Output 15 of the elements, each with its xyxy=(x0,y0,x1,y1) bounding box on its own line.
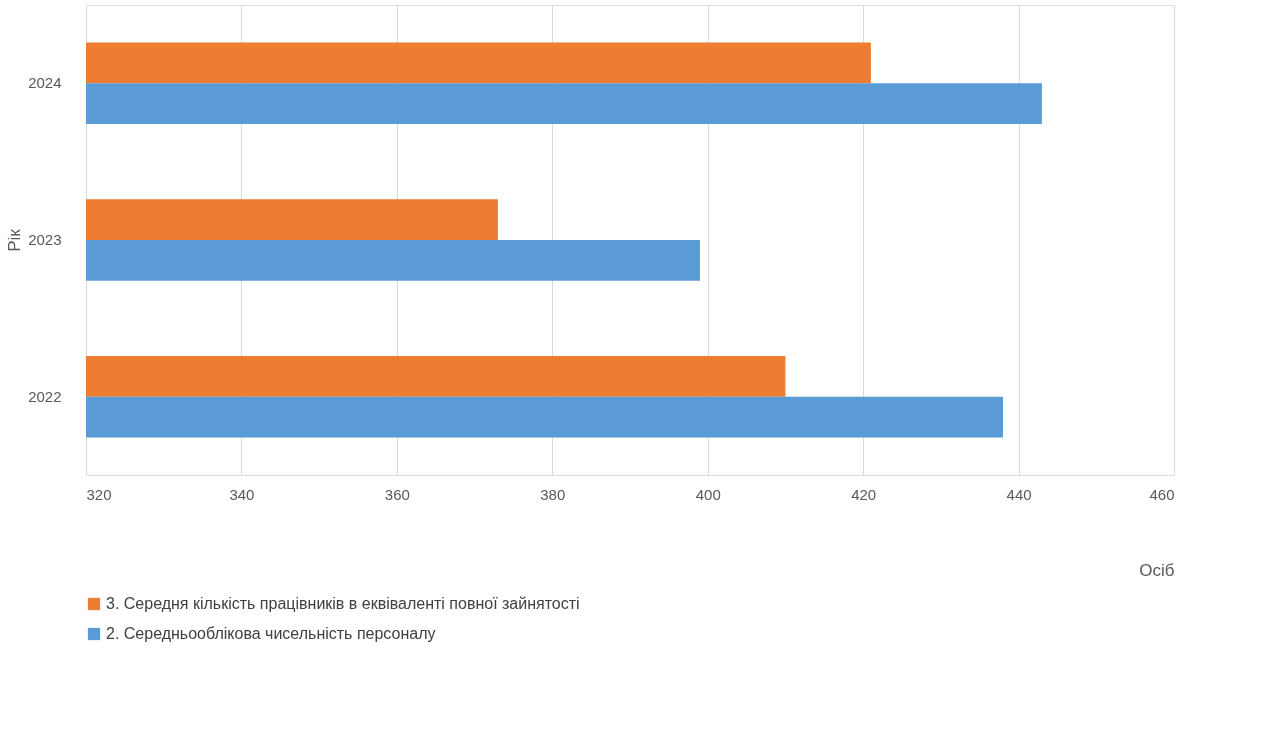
x-tick-label: 320 xyxy=(86,485,112,503)
x-tick-label: 440 xyxy=(1006,485,1032,503)
x-tick-label: 340 xyxy=(229,485,255,503)
y-tick-label: 2022 xyxy=(28,387,62,405)
x-tick-label: 380 xyxy=(540,485,566,503)
legend-label: 2. Середньооблікова чисельність персоналу xyxy=(106,625,436,642)
x-axis-title: Осіб xyxy=(1139,560,1175,580)
x-tick-label: 420 xyxy=(851,485,877,503)
x-tick-label: 400 xyxy=(695,485,721,503)
x-tick-label: 460 xyxy=(1149,485,1175,503)
legend-label: 3. Середня кількість працівників в еквіваленті повної зайнятості xyxy=(106,595,580,612)
y-tick-label: 2024 xyxy=(28,74,62,92)
y-axis-title: Рік xyxy=(5,228,25,252)
y-tick-label: 2023 xyxy=(28,231,62,248)
x-tick-label: 360 xyxy=(384,485,410,503)
